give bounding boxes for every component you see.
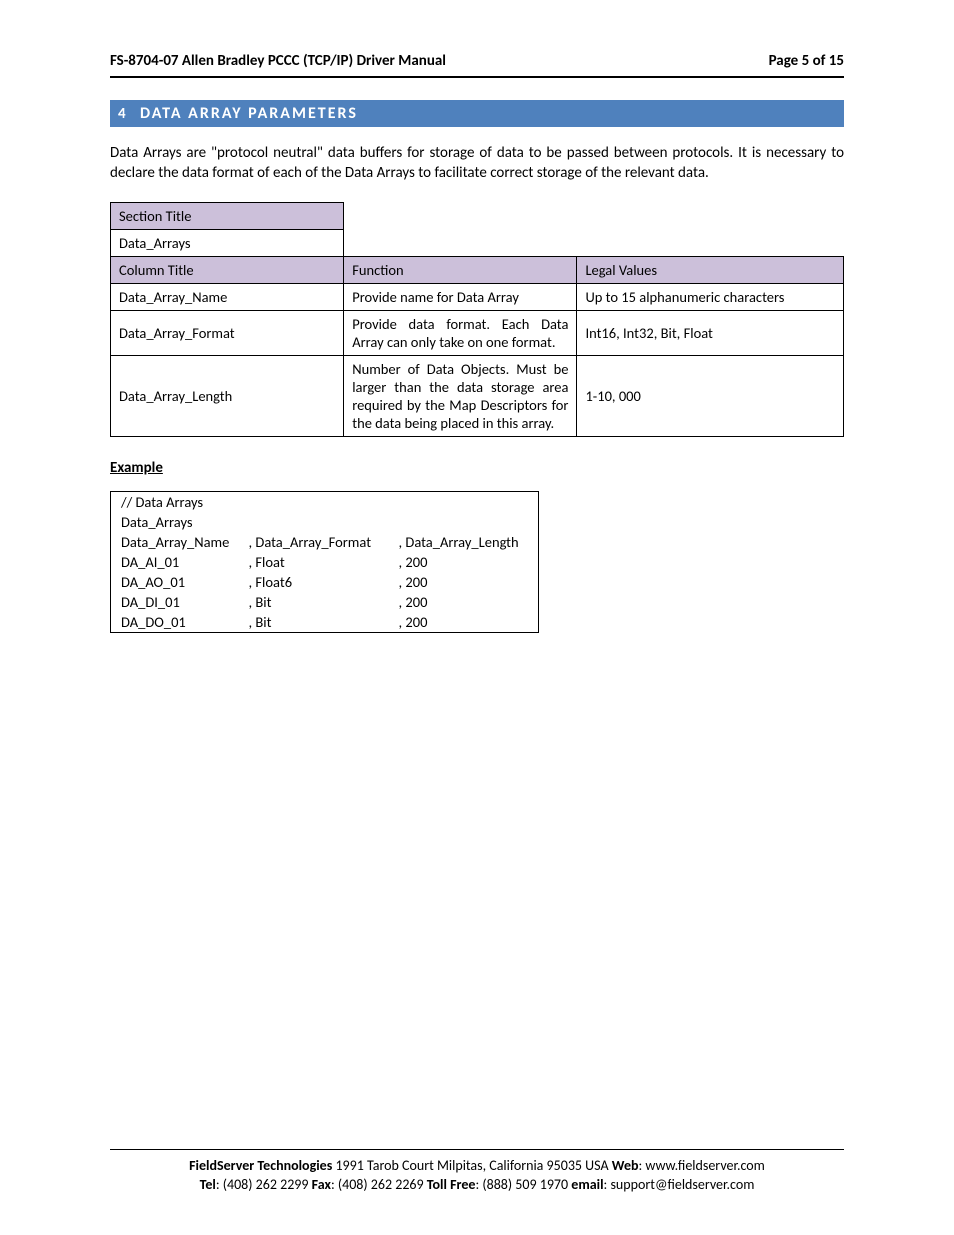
section-heading: 4 DATA ARRAY PARAMETERS [110, 100, 844, 127]
footer-email: : support@fieldserver.com [604, 1176, 755, 1193]
param-legal-cell: Up to 15 alphanumeric characters [577, 283, 844, 310]
table-row: Section Title [111, 202, 844, 229]
legal-values-header: Legal Values [577, 256, 844, 283]
param-name-cell: Data_Array_Format [111, 310, 344, 355]
footer-tel-label: Tel [200, 1176, 216, 1193]
table-row: DA_AI_01 , Float , 200 [111, 552, 539, 572]
param-func-cell: Provide data format. Each Data Array can… [344, 310, 577, 355]
footer-tollfree-label: Toll Free [427, 1176, 476, 1193]
footer-tollfree: : (888) 509 1970 [475, 1176, 571, 1193]
footer-email-label: email [571, 1176, 603, 1193]
footer-web-label: Web [612, 1157, 639, 1174]
footer-company: FieldServer Technologies [189, 1157, 332, 1174]
param-func-cell: Number of Data Objects. Must be larger t… [344, 355, 577, 436]
section-title-cell: Section Title [111, 202, 344, 229]
table-row: Data_Arrays [111, 229, 844, 256]
param-legal-cell: 1-10, 000 [577, 355, 844, 436]
footer-address: 1991 Tarob Court Milpitas, California 95… [332, 1157, 611, 1174]
table-row: Data_Array_Format Provide data format. E… [111, 310, 844, 355]
header-left: FS-8704-07 Allen Bradley PCCC (TCP/IP) D… [110, 52, 446, 70]
column-title-header: Column Title [111, 256, 344, 283]
function-header: Function [344, 256, 577, 283]
table-row: DA_DI_01 , Bit , 200 [111, 592, 539, 612]
parameters-table: Section Title Data_Arrays Column Title F… [110, 202, 844, 437]
param-legal-cell: Int16, Int32, Bit, Float [577, 310, 844, 355]
table-row: // Data Arrays [111, 491, 539, 512]
table-row: Data_Arrays [111, 512, 539, 532]
intro-paragraph: Data Arrays are "protocol neutral" data … [110, 143, 844, 184]
section-number: 4 [118, 105, 140, 123]
table-row: DA_AO_01 , Float6 , 200 [111, 572, 539, 592]
table-row: Data_Array_Name , Data_Array_Format , Da… [111, 532, 539, 552]
footer-fax-label: Fax [312, 1176, 331, 1193]
example-table: // Data Arrays Data_Arrays Data_Array_Na… [110, 491, 539, 633]
param-name-cell: Data_Array_Name [111, 283, 344, 310]
table-row: Data_Array_Name Provide name for Data Ar… [111, 283, 844, 310]
page-header: FS-8704-07 Allen Bradley PCCC (TCP/IP) D… [110, 52, 844, 78]
example-heading: Example [110, 459, 844, 477]
footer-web: : www.fieldserver.com [639, 1157, 765, 1174]
header-right: Page 5 of 15 [769, 52, 844, 70]
footer-fax: : (408) 262 2269 [331, 1176, 427, 1193]
data-arrays-cell: Data_Arrays [111, 229, 344, 256]
param-name-cell: Data_Array_Length [111, 355, 344, 436]
param-func-cell: Provide name for Data Array [344, 283, 577, 310]
section-title: DATA ARRAY PARAMETERS [140, 104, 358, 123]
table-row: DA_DO_01 , Bit , 200 [111, 612, 539, 633]
table-header-row: Column Title Function Legal Values [111, 256, 844, 283]
footer-tel: : (408) 262 2299 [216, 1176, 312, 1193]
table-row: Data_Array_Length Number of Data Objects… [111, 355, 844, 436]
page-footer: FieldServer Technologies 1991 Tarob Cour… [110, 1149, 844, 1195]
